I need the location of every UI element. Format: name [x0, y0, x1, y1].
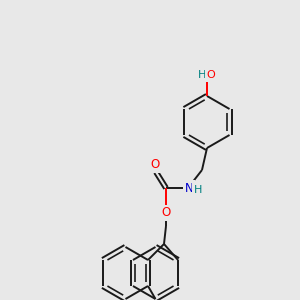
Text: H: H [194, 185, 202, 195]
Text: N: N [184, 182, 194, 194]
Text: O: O [150, 158, 160, 172]
Text: O: O [161, 206, 171, 220]
Text: O: O [207, 70, 215, 80]
Text: H: H [198, 70, 206, 80]
